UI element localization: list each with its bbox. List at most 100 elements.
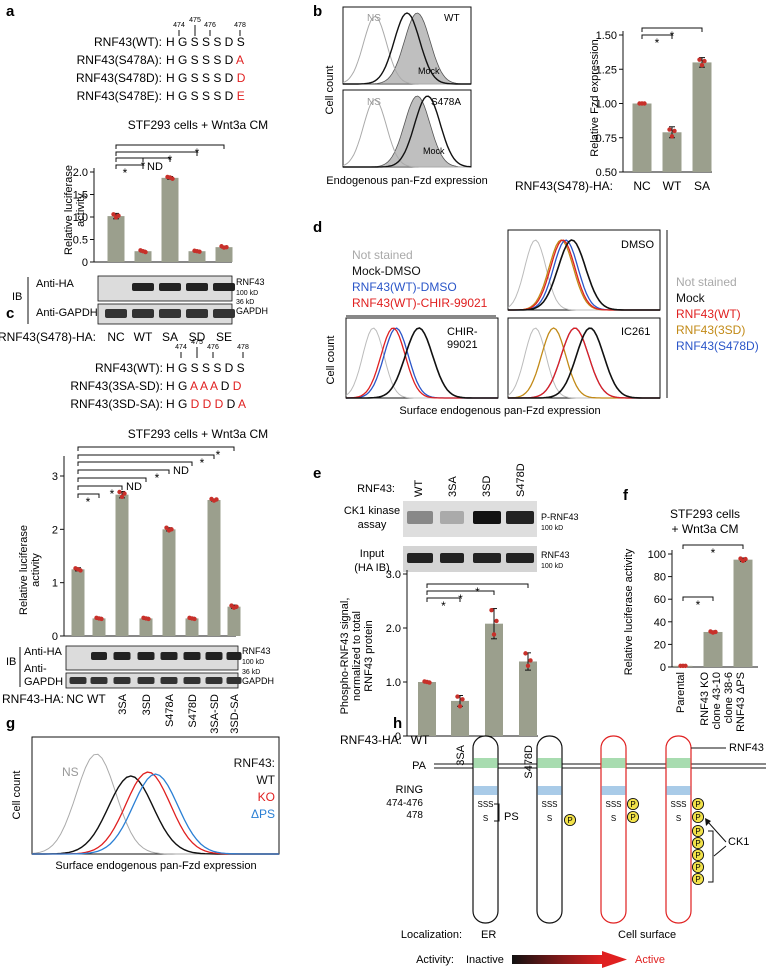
a-significance-bracket [115,164,144,169]
b-significance-label: * [655,36,660,50]
a-data-point [224,244,229,250]
h-s-label: S [676,814,681,823]
h-er: ER [481,929,496,941]
c-significance-label: ND [173,465,189,477]
b-hist-mock-top: Mock [418,66,440,76]
a-blot-band [186,283,208,291]
d-ylabel: Cell count [325,336,337,385]
b-hist-xlabel: Endogenous pan-Fzd expression [326,175,487,187]
panel-b: NS WT Mock NS S478A Mock Cell count Endo… [324,6,712,193]
panel-e: RNF43: WT 3SA 3SD S478D CK1 kinase assay… [339,463,579,778]
h-ring-domain [601,786,626,795]
a-significance-bracket [115,144,225,149]
e-xlabel-prefix: RNF43-HA: [340,733,402,747]
h-ring-domain [537,786,562,795]
c-ylabel-1: Relative luciferase [18,525,30,615]
c-blot-row2b: GAPDH [24,676,63,688]
e-significance-bracket [426,597,461,602]
b-hist-ns-top: NS [367,13,381,24]
b-category-label: WT [663,179,682,193]
b-hist-ns-curve [342,98,471,168]
c-blot-row2a: Anti- [24,663,47,675]
b-histograms [342,6,472,168]
e-blot-rnf43: RNF43 [541,550,570,560]
e-data-point [494,618,499,624]
b-significance-bracket [641,34,673,39]
a-blot-band [132,309,154,318]
c-blot-band [183,652,201,660]
c-blot-gapdh: GAPDH [242,676,274,686]
h-ps: PS [504,811,519,823]
c-bar-chart: 0 1 2 3 * * ND * ND * * NC WT 3SA 3SD S478A S478D 3SA-SD… [52,446,241,734]
a-seq-label-wt: RNF43(WT): [94,35,162,49]
c-data-point [117,489,122,495]
b-y-tick-label: 1.25 [596,64,617,76]
d-panel-dmso: DMSO [621,239,654,251]
c-data-point [78,568,83,573]
a-blot-row2: Anti-GAPDH [36,307,98,319]
e-category-label: WT [411,733,430,747]
e-ylabel-2: normalized to total [351,611,363,701]
a-category-label: SE [216,330,232,344]
panel-d: Not stained Mock-DMSO RNF43(WT)-DMSO RNF… [325,229,759,417]
a-data-point [197,249,202,254]
h-phosphate-marker [691,810,705,824]
a-seq-label-s478a: RNF43(S478A): [77,53,162,67]
e-blot-kd2: 100 kD [541,563,563,570]
h-ck1-bracket [708,830,714,883]
c-sequences: RNF43(WT): H G S S S D S RNF43(3SA-SD): … [70,361,246,411]
b-bar [692,62,712,172]
e-data-point [489,607,494,613]
c-significance-bracket [77,469,170,474]
a-y-tick-label: 0.5 [73,235,88,247]
b-bar [662,132,682,172]
h-phosphate-marker [563,813,577,827]
h-rnf43-protein [600,735,627,924]
a-seq-label-s478e: RNF43(S478E): [77,89,162,103]
b-category-label: NC [633,179,651,193]
a-blot-rnf43: RNF43 [236,277,265,287]
e-blot-band [440,511,464,524]
h-ring-domain [473,786,498,795]
c-blot-band [69,677,87,684]
a-y-tick-label: 1.0 [73,212,88,224]
h-phosphate-marker [626,797,640,811]
f-significance-bracket [682,596,714,601]
f-cat-ko-2: clone 43-10 [711,672,723,730]
h-phosphate-marker [691,848,705,862]
g-xlabel: Surface endogenous pan-Fzd expression [55,860,256,872]
h-phosphate-label: P [695,863,700,872]
a-res-478: 478 [234,22,246,29]
c-bar [71,569,85,636]
f-title-1: STF293 cells [670,507,740,521]
c-y-tick-label: 3 [52,471,58,483]
e-blot-band [407,511,433,524]
g-ylabel: Cell count [11,771,23,820]
h-sss-label: SSS [541,800,557,809]
c-seq-3sd-sa: H G D D D D A [166,397,246,411]
b-hist-ylabel: Cell count [324,66,336,115]
f-cat-ps-1: RNF43 ΔPS [735,672,747,732]
c-seq-label-3sd-sa: RNF43(3SD-SA): [70,397,163,411]
h-cell-surface: Cell surface [618,929,676,941]
h-phosphate-label: P [567,816,572,825]
a-category-label: SD [189,330,206,344]
a-blot-band [105,309,127,318]
b-data-point [672,128,677,134]
h-res2-label: 478 [406,810,423,821]
h-pa-domain [601,758,626,768]
a-blot-bands [105,283,235,318]
g-legend-wt: WT [256,773,275,787]
a-blot-band [132,283,154,291]
e-bar [451,700,469,736]
e-data-point [460,697,465,702]
e-lane-s478d: S478D [515,463,527,497]
e-row2-a: Input [360,548,384,560]
f-data-point [713,629,718,635]
c-bar [162,529,176,636]
d-legend-r-s478d: RNF43(S478D) [676,339,759,353]
c-blot-band [226,677,242,684]
f-significance-bracket [682,544,744,549]
